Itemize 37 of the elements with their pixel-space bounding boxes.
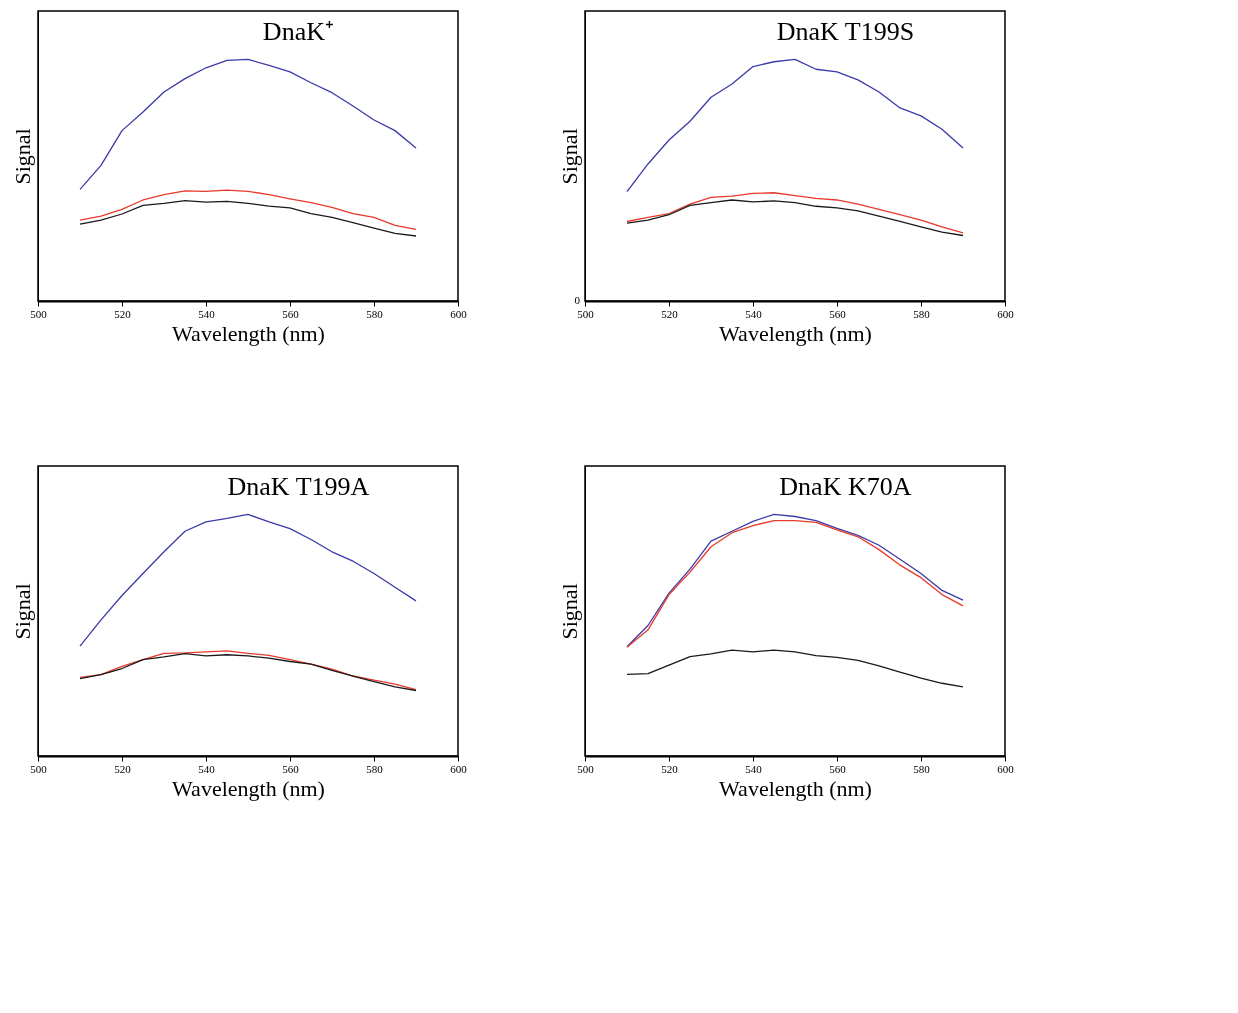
x-tick-label: 560 bbox=[829, 307, 847, 320]
chart-title: DnaK T199S bbox=[776, 17, 915, 46]
x-tick-label: 500 bbox=[30, 762, 48, 775]
x-tick-label: 600 bbox=[450, 307, 468, 320]
x-tick-label: 600 bbox=[997, 762, 1015, 775]
x-tick-label: 500 bbox=[577, 307, 595, 320]
x-tick-label: 540 bbox=[198, 762, 216, 775]
text: 0 bbox=[574, 294, 581, 306]
x-axis-title: Wavelength (nm) bbox=[719, 775, 872, 801]
x-tick-label: 580 bbox=[913, 762, 931, 775]
x-tick-label: 520 bbox=[661, 307, 679, 320]
y-axis-title: Signal bbox=[9, 128, 35, 185]
x-tick-label: 500 bbox=[30, 307, 48, 320]
x-tick-label: 560 bbox=[829, 762, 847, 775]
x-tick-label: 580 bbox=[366, 762, 384, 775]
x-axis-title: Wavelength (nm) bbox=[172, 320, 325, 346]
x-tick-label: 600 bbox=[450, 762, 468, 775]
x-tick-label: 520 bbox=[114, 762, 132, 775]
x-tick-label: 560 bbox=[282, 307, 300, 320]
chart-title: DnaK T199A bbox=[227, 472, 370, 501]
x-tick-label: 580 bbox=[913, 307, 931, 320]
x-tick-label: 540 bbox=[745, 307, 763, 320]
chart-title: DnaK K70A bbox=[779, 472, 912, 501]
x-tick-label: 520 bbox=[661, 762, 679, 775]
y-axis-title: Signal bbox=[9, 583, 35, 640]
x-tick-label: 500 bbox=[577, 762, 595, 775]
x-tick-label: 540 bbox=[745, 762, 763, 775]
x-tick-label: 600 bbox=[997, 307, 1015, 320]
y-axis-title: Signal bbox=[556, 583, 582, 640]
y-axis-title: Signal bbox=[556, 128, 582, 185]
x-tick-label: 540 bbox=[198, 307, 216, 320]
chart-title: DnaK⁺ bbox=[262, 17, 334, 46]
x-axis-title: Wavelength (nm) bbox=[719, 320, 872, 346]
x-axis-title: Wavelength (nm) bbox=[172, 775, 325, 801]
x-tick-label: 560 bbox=[282, 762, 300, 775]
x-tick-label: 520 bbox=[114, 307, 132, 320]
x-tick-label: 580 bbox=[366, 307, 384, 320]
